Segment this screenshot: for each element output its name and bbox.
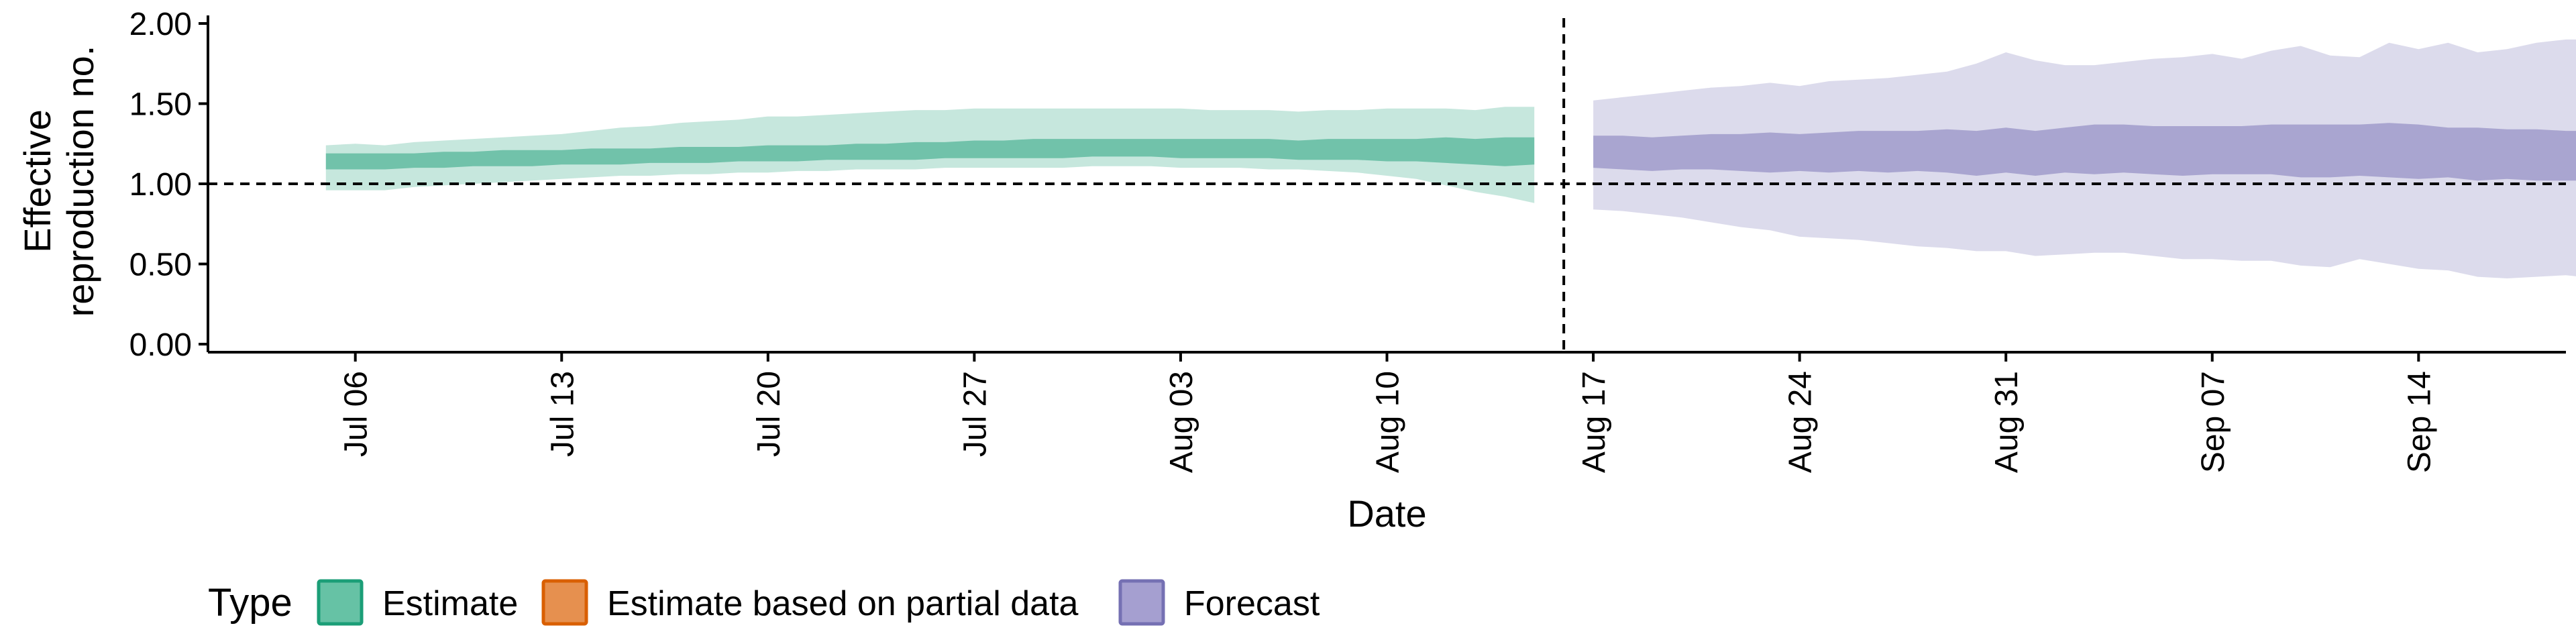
- y-tick-label: 0.00: [129, 327, 192, 363]
- legend-key-swatch: [541, 579, 588, 626]
- x-tick-label: Sep 07: [2196, 371, 2231, 473]
- legend-key-swatch: [317, 579, 364, 626]
- y-tick-label: 1.00: [129, 167, 192, 203]
- reference-lines: [208, 18, 2566, 352]
- x-tick-label: Aug 10: [1371, 371, 1406, 473]
- legend-item-label: Forecast: [1184, 584, 1320, 623]
- legend-key-swatch: [1118, 579, 1165, 626]
- legend-item-label: Estimate: [382, 584, 518, 623]
- x-tick-label: Aug 03: [1164, 371, 1199, 473]
- x-tick-label: Sep 14: [2402, 371, 2437, 473]
- estimate-inner-band: [325, 137, 1535, 170]
- y-axis-title: Effectivereproduction no.: [16, 46, 101, 317]
- band-layer: [325, 39, 2576, 278]
- x-tick-label: Jul 13: [545, 371, 580, 457]
- y-tick-label: 0.50: [129, 248, 192, 283]
- forecast-inner-band: [1593, 123, 2576, 181]
- legend-title: Type: [208, 581, 292, 625]
- x-axis-title: Date: [1347, 492, 1426, 535]
- y-axis-title-line: Effective: [16, 109, 58, 253]
- x-tick-label: Jul 06: [339, 371, 374, 457]
- axes: [199, 15, 2566, 362]
- legend-item-label: Estimate based on partial data: [607, 584, 1079, 623]
- axis-labels: 0.00 0.50 1.00 1.50 2.00 Jul 06 Jul 13 Jul 20 Ju…: [16, 7, 2437, 535]
- y-tick-label: 2.00: [129, 7, 192, 42]
- y-axis-title-line: reproduction no.: [59, 46, 101, 317]
- x-tick-label: Jul 20: [751, 371, 787, 457]
- y-tick-label: 1.50: [129, 87, 192, 123]
- x-tick-label: Jul 27: [957, 371, 993, 457]
- legend: Type Estimate Estimate based on partial da…: [208, 579, 1320, 626]
- x-tick-label: Aug 24: [1783, 371, 1819, 473]
- x-tick-label: Aug 31: [1989, 371, 2025, 473]
- x-tick-label: Aug 17: [1576, 371, 1612, 473]
